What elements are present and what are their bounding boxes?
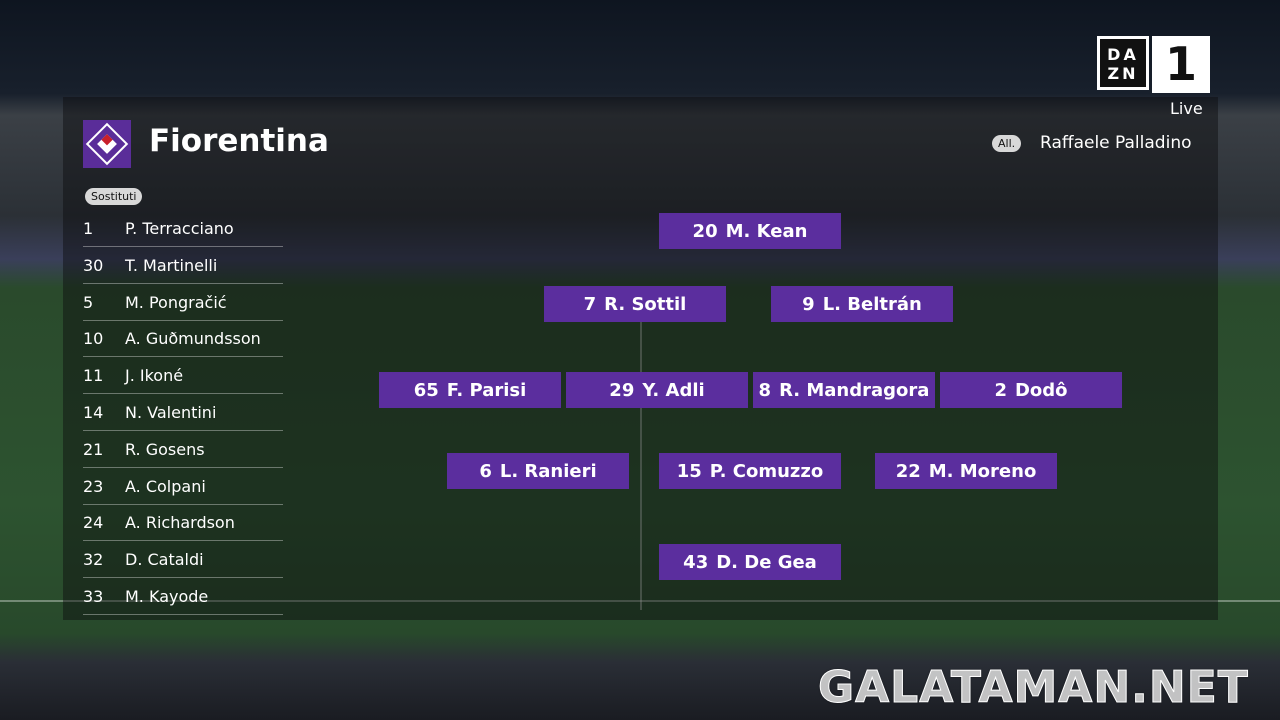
- sub-name: M. Pongračić: [125, 292, 227, 312]
- player-name: Dodô: [1014, 379, 1068, 401]
- player-name: M. Kean: [725, 220, 808, 242]
- player-name: R. Sottil: [604, 293, 687, 315]
- watermark: GALATAMAN.NET: [818, 662, 1249, 714]
- starting-player: 6 L. Ranieri: [447, 453, 629, 489]
- player-name: L. Beltrán: [822, 293, 922, 315]
- lineup-panel: [63, 97, 1218, 620]
- subs-label: Sostituti: [85, 188, 143, 205]
- player-name: P. Comuzzo: [709, 460, 824, 482]
- sub-number: 11: [83, 366, 104, 386]
- starting-player: 29 Y. Adli: [566, 372, 748, 408]
- sub-name: R. Gosens: [125, 439, 205, 459]
- pitch-goal-line: [0, 600, 1280, 602]
- sub-number: 14: [83, 403, 104, 422]
- channel-number: 1: [1152, 36, 1210, 93]
- player-number: 20: [692, 220, 718, 242]
- player-number: 9: [802, 293, 815, 315]
- starting-player: 7 R. Sottil: [544, 286, 726, 322]
- team-name: Fiorentina: [149, 123, 329, 159]
- sub-name: M. Kayode: [125, 587, 209, 606]
- sub-player-row: 33 M. Kayode: [83, 578, 283, 615]
- sub-name: A. Colpani: [125, 476, 206, 496]
- sub-number: 32: [83, 550, 104, 570]
- sub-number: 5: [83, 292, 94, 312]
- starting-player: 22 M. Moreno: [875, 453, 1057, 489]
- sub-name: A. Richardson: [125, 513, 235, 533]
- coach-name: Raffaele Palladino: [1040, 133, 1192, 153]
- sub-name: D. Cataldi: [125, 550, 204, 570]
- player-number: 43: [683, 551, 709, 573]
- starting-player: 9 L. Beltrán: [771, 286, 953, 322]
- player-number: 8: [758, 379, 772, 401]
- sub-player-row: 32 D. Cataldi: [83, 541, 283, 579]
- sub-player-row: 30 T. Martinelli: [83, 247, 283, 284]
- starting-player: 43 D. De Gea: [659, 544, 841, 580]
- starting-player: 20 M. Kean: [659, 213, 841, 249]
- sub-name: P. Terracciano: [125, 219, 234, 238]
- player-number: 6: [479, 460, 492, 482]
- player-name: R. Mandragora: [779, 379, 930, 401]
- player-name: M. Moreno: [928, 460, 1037, 482]
- player-number: 29: [609, 379, 635, 401]
- sub-player-row: 23 A. Colpani: [83, 468, 283, 505]
- dazn-logo: DA ZN 1: [1097, 36, 1210, 93]
- sub-number: 33: [83, 587, 104, 606]
- player-number: 7: [583, 293, 597, 315]
- sub-player-row: 21 R. Gosens: [83, 431, 283, 468]
- sub-number: 21: [83, 439, 104, 459]
- sub-number: 23: [83, 476, 104, 496]
- sub-player-row: 5 M. Pongračić: [83, 284, 283, 321]
- player-number: 65: [413, 379, 439, 401]
- sub-number: 24: [83, 513, 104, 533]
- player-name: L. Ranieri: [499, 460, 597, 482]
- sub-name: N. Valentini: [125, 403, 217, 422]
- sub-name: J. Ikoné: [125, 366, 184, 386]
- sub-number: 1: [83, 219, 94, 238]
- coach-label: All.: [992, 135, 1022, 152]
- sub-player-row: 11 J. Ikoné: [83, 357, 283, 395]
- pitch-halfway-line: [640, 290, 642, 610]
- player-number: 15: [676, 460, 702, 482]
- sub-name: T. Martinelli: [125, 255, 218, 275]
- starting-player: 2 Dodô: [940, 372, 1122, 408]
- dazn-logo-mark: DA ZN: [1097, 36, 1149, 90]
- sub-number: 30: [83, 255, 104, 275]
- live-indicator: Live: [1170, 99, 1203, 118]
- player-name: D. De Gea: [716, 551, 817, 573]
- sub-player-row: 10 A. Guðmundsson: [83, 320, 283, 358]
- player-name: Y. Adli: [642, 379, 705, 401]
- starting-player: 15 P. Comuzzo: [659, 453, 841, 489]
- player-number: 22: [895, 460, 921, 482]
- sub-player-row: 1 P. Terracciano: [83, 210, 283, 247]
- sub-player-row: 24 A. Richardson: [83, 504, 283, 542]
- starting-player: 8 R. Mandragora: [753, 372, 935, 408]
- sub-name: A. Guðmundsson: [125, 329, 261, 349]
- sub-player-row: 14 N. Valentini: [83, 394, 283, 431]
- player-name: F. Parisi: [446, 379, 527, 401]
- starting-player: 65 F. Parisi: [379, 372, 561, 408]
- team-crest-icon: [83, 120, 131, 168]
- sub-number: 10: [83, 329, 104, 349]
- player-number: 2: [994, 379, 1007, 401]
